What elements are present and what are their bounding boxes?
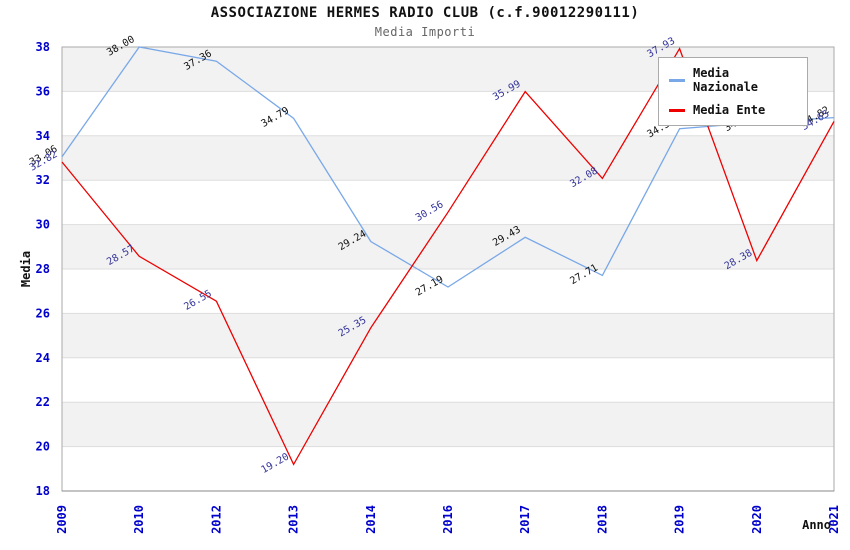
svg-text:2014: 2014: [364, 505, 378, 534]
svg-text:34.79: 34.79: [260, 105, 292, 130]
svg-text:28: 28: [36, 262, 50, 276]
svg-text:2021: 2021: [827, 505, 841, 534]
svg-text:30.56: 30.56: [414, 199, 446, 224]
svg-text:26.55: 26.55: [182, 288, 214, 313]
svg-text:Anno: Anno: [802, 518, 831, 532]
svg-text:24: 24: [36, 351, 50, 365]
svg-text:38: 38: [36, 40, 50, 54]
svg-text:2010: 2010: [132, 505, 146, 534]
svg-text:36: 36: [36, 84, 50, 98]
svg-text:18: 18: [36, 484, 50, 498]
svg-text:2020: 2020: [750, 505, 764, 534]
svg-text:30: 30: [36, 218, 50, 232]
svg-text:19.20: 19.20: [260, 451, 292, 476]
legend-label-media-ente: Media Ente: [693, 103, 766, 117]
legend: Media Nazionale Media Ente: [658, 57, 808, 126]
legend-item-media-nazionale: Media Nazionale: [669, 66, 797, 94]
svg-text:2009: 2009: [55, 505, 69, 534]
svg-text:32: 32: [36, 173, 50, 187]
svg-text:Media: Media: [19, 251, 33, 287]
svg-text:34: 34: [36, 129, 50, 143]
svg-text:2018: 2018: [595, 505, 609, 534]
svg-text:2013: 2013: [287, 505, 301, 534]
legend-swatch-blue: [669, 78, 685, 82]
chart-subtitle: Media Importi: [374, 25, 476, 39]
chart-title: ASSOCIAZIONE HERMES RADIO CLUB (c.f.9001…: [210, 5, 640, 21]
legend-item-media-ente: Media Ente: [669, 103, 797, 117]
legend-label-media-nazionale: Media Nazionale: [693, 66, 759, 94]
svg-text:22: 22: [36, 395, 50, 409]
svg-text:2016: 2016: [441, 505, 455, 534]
svg-text:2017: 2017: [518, 505, 532, 534]
svg-text:26: 26: [36, 306, 50, 320]
svg-text:2012: 2012: [209, 505, 223, 534]
svg-text:27.19: 27.19: [414, 274, 446, 299]
legend-swatch-red: [669, 108, 685, 112]
svg-text:2019: 2019: [673, 505, 687, 534]
svg-text:20: 20: [36, 440, 50, 454]
